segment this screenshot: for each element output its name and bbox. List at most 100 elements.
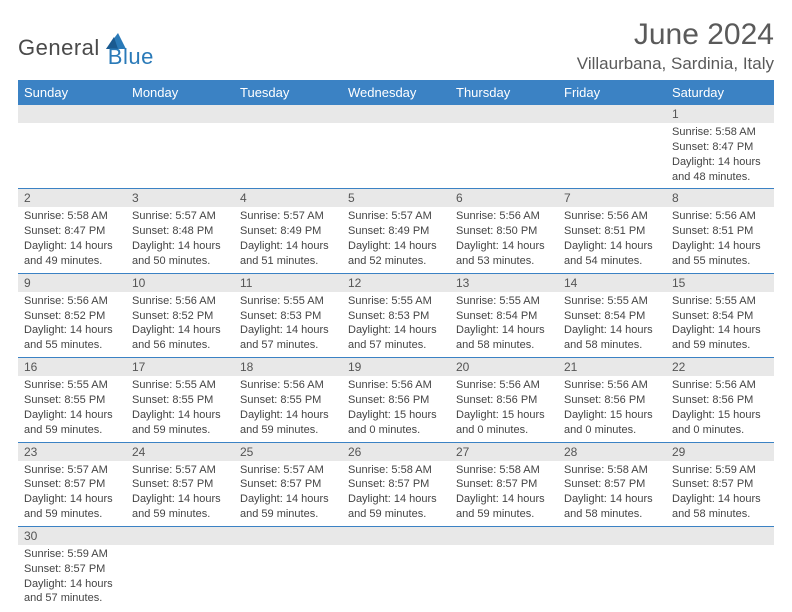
day-body-empty — [558, 123, 666, 177]
calendar-day-cell: 2Sunrise: 5:58 AMSunset: 8:47 PMDaylight… — [18, 189, 126, 273]
weekday-header-row: Sunday Monday Tuesday Wednesday Thursday… — [18, 80, 774, 105]
day-number-empty — [234, 105, 342, 123]
day-number-empty — [126, 527, 234, 545]
weekday-header: Wednesday — [342, 80, 450, 105]
day-body: Sunrise: 5:55 AMSunset: 8:55 PMDaylight:… — [18, 376, 126, 441]
header: General Blue June 2024 Villaurbana, Sard… — [18, 18, 774, 74]
calendar-day-cell: 13Sunrise: 5:55 AMSunset: 8:54 PMDayligh… — [450, 273, 558, 357]
calendar-day-cell: 9Sunrise: 5:56 AMSunset: 8:52 PMDaylight… — [18, 273, 126, 357]
day-body: Sunrise: 5:59 AMSunset: 8:57 PMDaylight:… — [666, 461, 774, 526]
day-body-empty — [342, 123, 450, 177]
day-number-empty — [126, 105, 234, 123]
day-number: 30 — [18, 527, 126, 545]
weekday-header: Tuesday — [234, 80, 342, 105]
calendar-day-cell: 21Sunrise: 5:56 AMSunset: 8:56 PMDayligh… — [558, 358, 666, 442]
day-number-empty — [234, 527, 342, 545]
calendar-day-cell: 22Sunrise: 5:56 AMSunset: 8:56 PMDayligh… — [666, 358, 774, 442]
day-number: 28 — [558, 443, 666, 461]
day-body-empty — [18, 123, 126, 177]
calendar-day-cell — [234, 526, 342, 610]
day-body: Sunrise: 5:56 AMSunset: 8:56 PMDaylight:… — [558, 376, 666, 441]
day-number: 20 — [450, 358, 558, 376]
calendar-day-cell: 19Sunrise: 5:56 AMSunset: 8:56 PMDayligh… — [342, 358, 450, 442]
day-number-empty — [450, 105, 558, 123]
day-body: Sunrise: 5:57 AMSunset: 8:48 PMDaylight:… — [126, 207, 234, 272]
calendar-day-cell: 6Sunrise: 5:56 AMSunset: 8:50 PMDaylight… — [450, 189, 558, 273]
day-number: 4 — [234, 189, 342, 207]
day-body-empty — [558, 545, 666, 599]
calendar-day-cell: 5Sunrise: 5:57 AMSunset: 8:49 PMDaylight… — [342, 189, 450, 273]
day-number: 27 — [450, 443, 558, 461]
calendar-day-cell — [234, 105, 342, 189]
day-number: 26 — [342, 443, 450, 461]
day-number: 17 — [126, 358, 234, 376]
day-body-empty — [234, 545, 342, 599]
day-number: 10 — [126, 274, 234, 292]
calendar-day-cell — [450, 526, 558, 610]
calendar-week-row: 30Sunrise: 5:59 AMSunset: 8:57 PMDayligh… — [18, 526, 774, 610]
day-number: 29 — [666, 443, 774, 461]
day-body-empty — [126, 545, 234, 599]
day-number-empty — [450, 527, 558, 545]
calendar-week-row: 2Sunrise: 5:58 AMSunset: 8:47 PMDaylight… — [18, 189, 774, 273]
day-body: Sunrise: 5:56 AMSunset: 8:52 PMDaylight:… — [126, 292, 234, 357]
day-number: 13 — [450, 274, 558, 292]
day-number: 25 — [234, 443, 342, 461]
calendar-day-cell — [342, 526, 450, 610]
day-body: Sunrise: 5:58 AMSunset: 8:47 PMDaylight:… — [666, 123, 774, 188]
day-body: Sunrise: 5:58 AMSunset: 8:57 PMDaylight:… — [342, 461, 450, 526]
weekday-header: Friday — [558, 80, 666, 105]
month-title: June 2024 — [577, 18, 774, 52]
day-number-empty — [666, 527, 774, 545]
day-body-empty — [450, 123, 558, 177]
calendar-table: Sunday Monday Tuesday Wednesday Thursday… — [18, 80, 774, 610]
day-body: Sunrise: 5:56 AMSunset: 8:51 PMDaylight:… — [666, 207, 774, 272]
calendar-day-cell: 16Sunrise: 5:55 AMSunset: 8:55 PMDayligh… — [18, 358, 126, 442]
calendar-day-cell: 14Sunrise: 5:55 AMSunset: 8:54 PMDayligh… — [558, 273, 666, 357]
day-body: Sunrise: 5:55 AMSunset: 8:53 PMDaylight:… — [234, 292, 342, 357]
calendar-day-cell: 30Sunrise: 5:59 AMSunset: 8:57 PMDayligh… — [18, 526, 126, 610]
day-body: Sunrise: 5:55 AMSunset: 8:54 PMDaylight:… — [558, 292, 666, 357]
calendar-day-cell — [18, 105, 126, 189]
calendar-day-cell — [558, 105, 666, 189]
day-number: 8 — [666, 189, 774, 207]
calendar-day-cell: 29Sunrise: 5:59 AMSunset: 8:57 PMDayligh… — [666, 442, 774, 526]
day-body: Sunrise: 5:55 AMSunset: 8:54 PMDaylight:… — [666, 292, 774, 357]
day-number: 24 — [126, 443, 234, 461]
calendar-day-cell: 25Sunrise: 5:57 AMSunset: 8:57 PMDayligh… — [234, 442, 342, 526]
day-body: Sunrise: 5:56 AMSunset: 8:51 PMDaylight:… — [558, 207, 666, 272]
weekday-header: Thursday — [450, 80, 558, 105]
day-body: Sunrise: 5:57 AMSunset: 8:57 PMDaylight:… — [234, 461, 342, 526]
calendar-day-cell — [126, 105, 234, 189]
day-number: 2 — [18, 189, 126, 207]
day-body: Sunrise: 5:57 AMSunset: 8:49 PMDaylight:… — [234, 207, 342, 272]
location: Villaurbana, Sardinia, Italy — [577, 54, 774, 74]
title-block: June 2024 Villaurbana, Sardinia, Italy — [577, 18, 774, 74]
logo-text-blue: Blue — [108, 44, 154, 70]
day-number: 18 — [234, 358, 342, 376]
day-number-empty — [558, 527, 666, 545]
calendar-day-cell: 8Sunrise: 5:56 AMSunset: 8:51 PMDaylight… — [666, 189, 774, 273]
day-body: Sunrise: 5:56 AMSunset: 8:52 PMDaylight:… — [18, 292, 126, 357]
day-number: 16 — [18, 358, 126, 376]
calendar-day-cell: 4Sunrise: 5:57 AMSunset: 8:49 PMDaylight… — [234, 189, 342, 273]
calendar-day-cell: 11Sunrise: 5:55 AMSunset: 8:53 PMDayligh… — [234, 273, 342, 357]
day-number: 7 — [558, 189, 666, 207]
calendar-day-cell: 3Sunrise: 5:57 AMSunset: 8:48 PMDaylight… — [126, 189, 234, 273]
day-body: Sunrise: 5:55 AMSunset: 8:55 PMDaylight:… — [126, 376, 234, 441]
calendar-day-cell: 18Sunrise: 5:56 AMSunset: 8:55 PMDayligh… — [234, 358, 342, 442]
day-number: 12 — [342, 274, 450, 292]
calendar-day-cell: 27Sunrise: 5:58 AMSunset: 8:57 PMDayligh… — [450, 442, 558, 526]
calendar-day-cell: 1Sunrise: 5:58 AMSunset: 8:47 PMDaylight… — [666, 105, 774, 189]
day-number-empty — [18, 105, 126, 123]
calendar-day-cell — [666, 526, 774, 610]
day-body: Sunrise: 5:58 AMSunset: 8:57 PMDaylight:… — [450, 461, 558, 526]
day-number: 9 — [18, 274, 126, 292]
weekday-header: Saturday — [666, 80, 774, 105]
day-body-empty — [450, 545, 558, 599]
calendar-day-cell: 26Sunrise: 5:58 AMSunset: 8:57 PMDayligh… — [342, 442, 450, 526]
calendar-day-cell — [342, 105, 450, 189]
day-number: 3 — [126, 189, 234, 207]
day-number: 6 — [450, 189, 558, 207]
calendar-day-cell: 20Sunrise: 5:56 AMSunset: 8:56 PMDayligh… — [450, 358, 558, 442]
